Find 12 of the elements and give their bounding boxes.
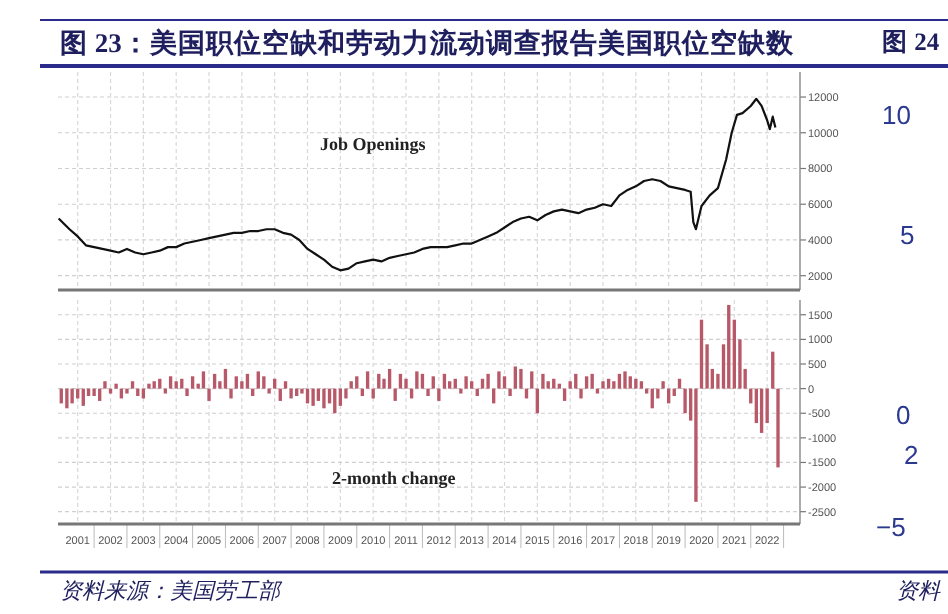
annotation: Job Openings <box>320 134 427 154</box>
text: 2 <box>904 440 919 470</box>
text: −5 <box>876 512 906 542</box>
text: 10 <box>882 100 911 130</box>
annotation: 2-month change <box>332 468 456 488</box>
text: 图 24 <box>882 28 941 56</box>
text: 0 <box>896 400 911 430</box>
text: 5 <box>900 220 915 250</box>
text: 资料 <box>896 578 942 604</box>
line-series <box>57 97 777 272</box>
text: 资料来源：美国劳工部 <box>60 578 284 604</box>
chart-title: 图 23：美国职位空缺和劳动力流动调查报告美国职位空缺数 <box>60 26 796 58</box>
